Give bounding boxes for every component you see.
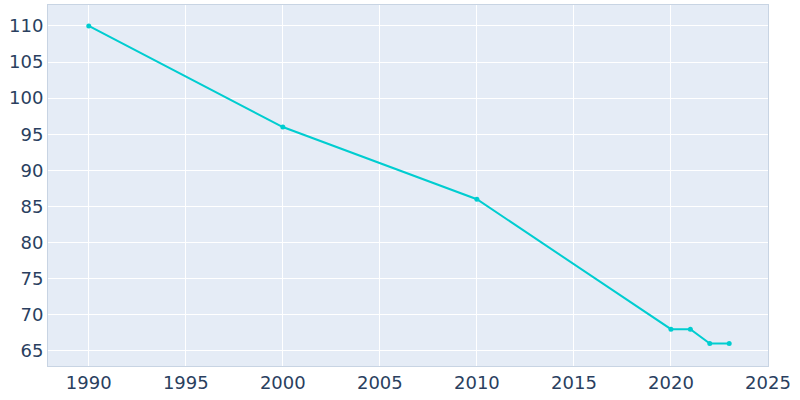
svg-text:105: 105 <box>9 51 43 72</box>
svg-text:110: 110 <box>9 15 43 36</box>
svg-text:1995: 1995 <box>163 372 209 393</box>
svg-text:80: 80 <box>20 232 43 253</box>
svg-text:85: 85 <box>20 196 43 217</box>
svg-text:2000: 2000 <box>260 372 306 393</box>
svg-text:95: 95 <box>20 124 43 145</box>
svg-text:65: 65 <box>20 340 43 361</box>
svg-text:1990: 1990 <box>66 372 112 393</box>
svg-text:2015: 2015 <box>551 372 597 393</box>
svg-text:2010: 2010 <box>454 372 500 393</box>
svg-text:2005: 2005 <box>357 372 403 393</box>
svg-text:70: 70 <box>20 304 43 325</box>
svg-text:2020: 2020 <box>648 372 694 393</box>
svg-text:75: 75 <box>20 268 43 289</box>
svg-text:100: 100 <box>9 87 43 108</box>
svg-text:2025: 2025 <box>745 372 791 393</box>
svg-text:90: 90 <box>20 160 43 181</box>
